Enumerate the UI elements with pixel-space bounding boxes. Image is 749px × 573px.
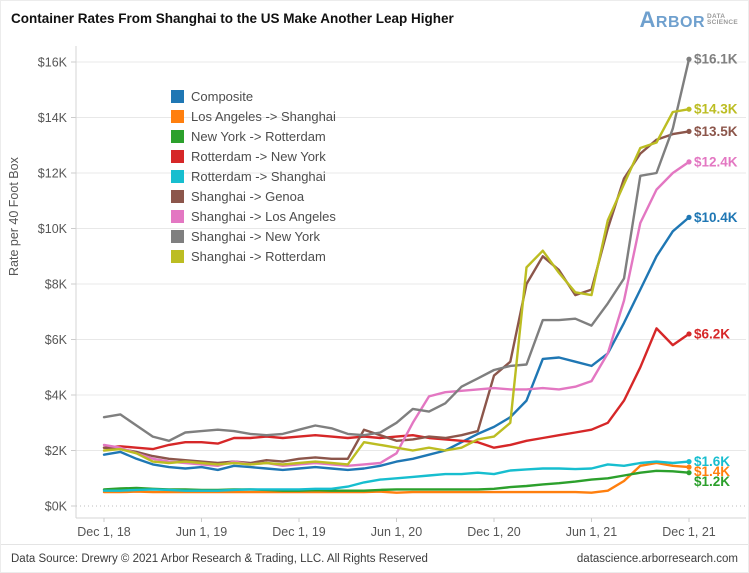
legend-swatch-new-york-rotterdam — [171, 129, 184, 143]
legend-label-shanghai-los-angeles: Shanghai -> Los Angeles — [191, 209, 336, 225]
series-line-los-angeles-shanghai[interactable] — [102, 461, 691, 494]
arbor-logo-wordmark: ARBOR — [639, 7, 705, 32]
legend-label-new-york-rotterdam: New York -> Rotterdam — [191, 128, 326, 144]
legend-item-new-york-rotterdam[interactable]: New York -> Rotterdam — [171, 126, 336, 146]
legend-label-los-angeles-shanghai: Los Angeles -> Shanghai — [191, 108, 336, 124]
series-line-shanghai-los-angeles[interactable] — [102, 160, 691, 467]
end-label-composite: $10.4K — [694, 210, 738, 225]
legend-item-los-angeles-shanghai[interactable]: Los Angeles -> Shanghai — [171, 106, 336, 126]
y-axis-title: Rate per 40 Foot Box — [7, 157, 21, 276]
y-tick-label-$8K: $8K — [45, 278, 68, 292]
x-tick-label-dec-1-20: Dec 1, 20 — [467, 525, 521, 539]
series-line-composite[interactable] — [102, 216, 691, 472]
series-end-dot-composite — [686, 214, 692, 220]
x-tick-label-jun-1-19: Jun 1, 19 — [176, 525, 227, 539]
legend-swatch-composite — [171, 89, 184, 103]
legend-item-shanghai-los-angeles[interactable]: Shanghai -> Los Angeles — [171, 207, 336, 227]
series-line-rotterdam-new-york[interactable] — [102, 327, 691, 451]
x-tick-label-jun-1-20: Jun 1, 20 — [371, 525, 422, 539]
legend-label-composite: Composite — [191, 88, 254, 104]
legend-swatch-shanghai-rotterdam — [171, 250, 184, 264]
legend-label-rotterdam-new-york: Rotterdam -> New York — [191, 148, 326, 164]
end-label-shanghai-los-angeles: $12.4K — [694, 154, 738, 169]
legend-label-shanghai-genoa: Shanghai -> Genoa — [191, 189, 305, 205]
y-tick-label-$4K: $4K — [45, 389, 68, 403]
series-end-dot-shanghai-los-angeles — [686, 159, 692, 165]
legend-item-rotterdam-new-york[interactable]: Rotterdam -> New York — [171, 146, 336, 166]
series-line-shanghai-new-york[interactable] — [102, 58, 691, 442]
legend-swatch-rotterdam-new-york — [171, 149, 184, 163]
footer-website-link[interactable]: datascience.arborresearch.com — [576, 552, 738, 565]
legend-item-rotterdam-shanghai[interactable]: Rotterdam -> Shanghai — [171, 166, 336, 186]
chart-legend: Composite Los Angeles -> Shanghai New York… — [171, 86, 336, 267]
legend-label-shanghai-new-york: Shanghai -> New York — [191, 229, 321, 245]
legend-swatch-shanghai-genoa — [171, 190, 184, 204]
series-end-dot-new-york-rotterdam — [686, 470, 692, 476]
legend-label-rotterdam-shanghai: Rotterdam -> Shanghai — [191, 168, 326, 184]
series-end-dot-rotterdam-shanghai — [686, 459, 692, 465]
y-tick-label-$16K: $16K — [38, 56, 68, 70]
legend-item-shanghai-rotterdam[interactable]: Shanghai -> Rotterdam — [171, 247, 336, 267]
y-tick-label-$6K: $6K — [45, 333, 68, 347]
footer-data-source: Data Source: Drewry © 2021 Arbor Researc… — [11, 552, 428, 565]
legend-swatch-rotterdam-shanghai — [171, 169, 184, 183]
series-line-new-york-rotterdam[interactable] — [102, 469, 691, 492]
legend-item-shanghai-genoa[interactable]: Shanghai -> Genoa — [171, 186, 336, 206]
series-end-dot-shanghai-new-york — [686, 56, 692, 62]
end-label-rotterdam-new-york: $6.2K — [694, 326, 730, 341]
legend-swatch-shanghai-los-angeles — [171, 210, 184, 224]
end-label-shanghai-genoa: $13.5K — [694, 124, 738, 139]
x-tick-label-dec-1-18: Dec 1, 18 — [77, 525, 131, 539]
rate-line-chart: $0K $2K $4K $6K $8K $10K $12K $14K $16K Dec 1, 18… — [38, 46, 746, 539]
page-title: Container Rates From Shanghai to the US … — [11, 11, 454, 26]
x-tick-label-dec-1-19: Dec 1, 19 — [272, 525, 326, 539]
arbor-logo: ARBOR DATA SCIENCE — [640, 9, 739, 31]
x-tick-label-jun-1-21: Jun 1, 21 — [566, 525, 617, 539]
legend-swatch-shanghai-new-york — [171, 230, 184, 244]
y-tick-label-$2K: $2K — [45, 444, 68, 458]
series-line-shanghai-rotterdam[interactable] — [102, 108, 691, 466]
y-tick-label-$10K: $10K — [38, 222, 68, 236]
legend-item-shanghai-new-york[interactable]: Shanghai -> New York — [171, 227, 336, 247]
end-label-rotterdam-shanghai: $1.6K — [694, 454, 730, 469]
end-label-los-angeles-shanghai: $1.4K — [694, 464, 730, 479]
series-end-dot-los-angeles-shanghai — [686, 464, 692, 470]
series-line-rotterdam-shanghai[interactable] — [102, 460, 691, 492]
end-label-new-york-rotterdam: $1.2K — [694, 474, 730, 489]
series-end-dot-rotterdam-new-york — [686, 331, 692, 337]
x-tick-label-dec-1-21: Dec 1, 21 — [662, 525, 716, 539]
series-end-dot-shanghai-rotterdam — [686, 106, 692, 112]
end-label-shanghai-rotterdam: $14.3K — [694, 102, 738, 117]
legend-label-shanghai-rotterdam: Shanghai -> Rotterdam — [191, 249, 326, 265]
series-end-dot-shanghai-genoa — [686, 128, 692, 134]
y-tick-label-$12K: $12K — [38, 167, 68, 181]
arbor-logo-subtitle-line2: SCIENCE — [707, 19, 738, 26]
legend-swatch-los-angeles-shanghai — [171, 109, 184, 123]
arbor-logo-subtitle-line1: DATA — [707, 12, 726, 20]
end-label-shanghai-new-york: $16.1K — [694, 52, 738, 67]
footer: Data Source: Drewry © 2021 Arbor Researc… — [1, 544, 748, 572]
legend-item-composite[interactable]: Composite — [171, 86, 336, 106]
arbor-logo-subtitle: DATA SCIENCE — [707, 12, 738, 27]
y-tick-label-$0K: $0K — [45, 500, 68, 514]
y-tick-label-$14K: $14K — [38, 111, 68, 125]
